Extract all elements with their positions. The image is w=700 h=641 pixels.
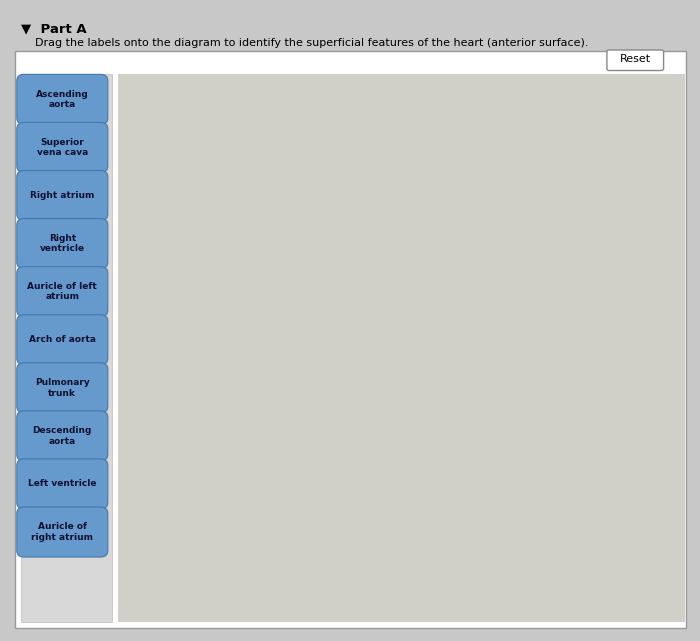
Ellipse shape (376, 179, 477, 215)
Ellipse shape (286, 178, 357, 222)
Text: Reset: Reset (620, 54, 651, 64)
Text: — Left pulmonary
artery: — Left pulmonary artery (480, 233, 573, 254)
Ellipse shape (336, 124, 370, 138)
Ellipse shape (455, 135, 475, 144)
Ellipse shape (249, 223, 326, 291)
Text: Left subclavian artery: Left subclavian artery (469, 124, 583, 133)
FancyBboxPatch shape (334, 394, 412, 426)
Text: Descending
aorta: Descending aorta (33, 426, 92, 445)
FancyBboxPatch shape (459, 151, 536, 181)
FancyBboxPatch shape (212, 278, 286, 310)
Text: Left ventricle: Left ventricle (28, 479, 97, 488)
FancyBboxPatch shape (459, 488, 536, 519)
Polygon shape (452, 140, 475, 249)
Ellipse shape (214, 244, 543, 605)
Ellipse shape (419, 96, 458, 249)
FancyBboxPatch shape (459, 261, 536, 292)
Text: Drag the labels onto the diagram to identify the superficial features of the hea: Drag the labels onto the diagram to iden… (35, 38, 589, 49)
Text: Fat and
vessels in
coronary
sulcus: Fat and vessels in coronary sulcus (242, 526, 293, 570)
Text: Left common
carotid artery: Left common carotid artery (285, 159, 356, 180)
FancyBboxPatch shape (459, 291, 536, 322)
Polygon shape (382, 276, 426, 578)
Text: Ascending
aorta: Ascending aorta (36, 90, 89, 109)
FancyBboxPatch shape (212, 306, 286, 338)
FancyBboxPatch shape (459, 123, 536, 154)
Text: Ligamentum
arteriosum: Ligamentum arteriosum (477, 181, 543, 202)
Text: Pulmonary
trunk: Pulmonary trunk (35, 378, 90, 397)
Text: Brachiocephalic
trunk: Brachiocephalic trunk (285, 200, 368, 221)
Polygon shape (288, 261, 469, 310)
Ellipse shape (248, 277, 419, 485)
Text: Superior
vena cava: Superior vena cava (36, 138, 88, 157)
Ellipse shape (290, 189, 376, 287)
FancyBboxPatch shape (309, 342, 386, 374)
Text: — Fat and vessels
in anterior
interventricular
sulcus: — Fat and vessels in anterior interventr… (486, 364, 580, 409)
FancyBboxPatch shape (459, 234, 536, 265)
Text: Right atrium: Right atrium (30, 191, 94, 200)
Ellipse shape (323, 133, 383, 283)
FancyBboxPatch shape (212, 250, 286, 282)
Text: Auricle of left
atrium: Auricle of left atrium (27, 282, 97, 301)
Text: Auricle of
right atrium: Auricle of right atrium (32, 522, 93, 542)
Text: Arch of aorta: Arch of aorta (29, 335, 96, 344)
Ellipse shape (390, 222, 492, 342)
Polygon shape (367, 90, 452, 178)
Text: ▼  Part A: ▼ Part A (21, 22, 87, 35)
Text: Right
ventricle: Right ventricle (40, 234, 85, 253)
